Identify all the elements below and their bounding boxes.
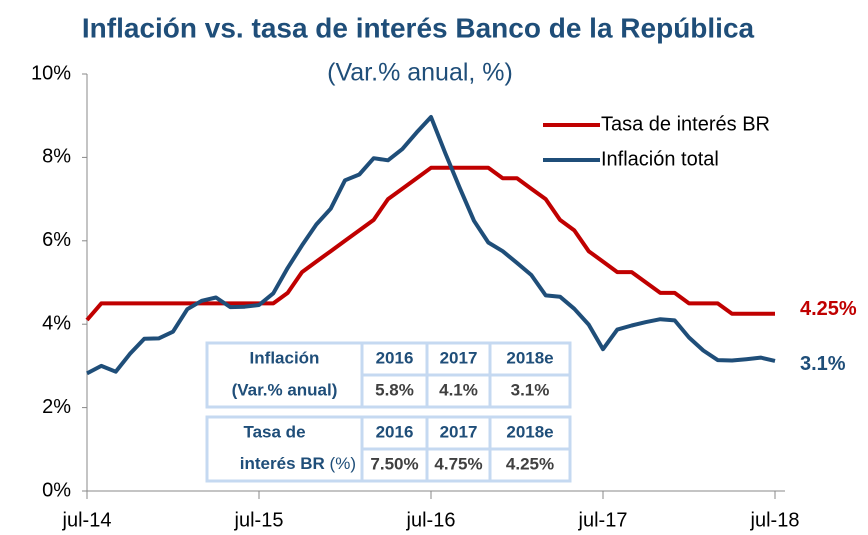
table-value: 4.25% [506, 454, 554, 473]
series-line [86, 115, 776, 376]
table-label: interés BR (%) [240, 454, 356, 473]
table-value: 3.1% [511, 380, 550, 399]
chart-subtitle: (Var.% anual, %) [327, 59, 513, 87]
table-value: 4.75% [434, 454, 482, 473]
x-tick-label: jul-15 [234, 509, 284, 531]
table-label: Inflación [250, 348, 320, 367]
table-label: (Var.% anual) [232, 380, 338, 399]
y-tick-label: 2% [42, 396, 71, 418]
table-value: 7.50% [370, 454, 418, 473]
table-label: Tasa de [243, 422, 305, 441]
y-tick-label: 10% [31, 62, 71, 84]
end-label: 4.25% [800, 298, 857, 320]
chart-title: Inflación vs. tasa de interés Banco de l… [82, 12, 755, 43]
table-column: 2016 [376, 422, 414, 441]
y-tick-label: 0% [42, 479, 71, 501]
table-label-part: interés BR [240, 454, 325, 473]
legend-label: Tasa de interés BR [601, 113, 770, 135]
table-column: 2017 [440, 348, 478, 367]
x-tick-label: jul-14 [62, 509, 112, 531]
table-column: 2017 [440, 422, 478, 441]
end-label: 3.1% [800, 353, 846, 375]
table-column: 2016 [376, 348, 414, 367]
table-unit: (%) [330, 454, 356, 473]
x-tick-label: jul-16 [406, 509, 456, 531]
x-tick-label: jul-17 [578, 509, 628, 531]
table-column: 2018e [506, 348, 553, 367]
table-value: 5.8% [375, 380, 414, 399]
legend-label: Inflación total [601, 148, 719, 170]
x-tick-label: jul-18 [750, 509, 800, 531]
y-tick-label: 8% [42, 146, 71, 168]
table-value: 4.1% [439, 380, 478, 399]
series-line [85, 165, 775, 322]
y-tick-label: 4% [42, 312, 71, 334]
y-tick-label: 6% [42, 229, 71, 251]
table-column: 2018e [506, 422, 553, 441]
